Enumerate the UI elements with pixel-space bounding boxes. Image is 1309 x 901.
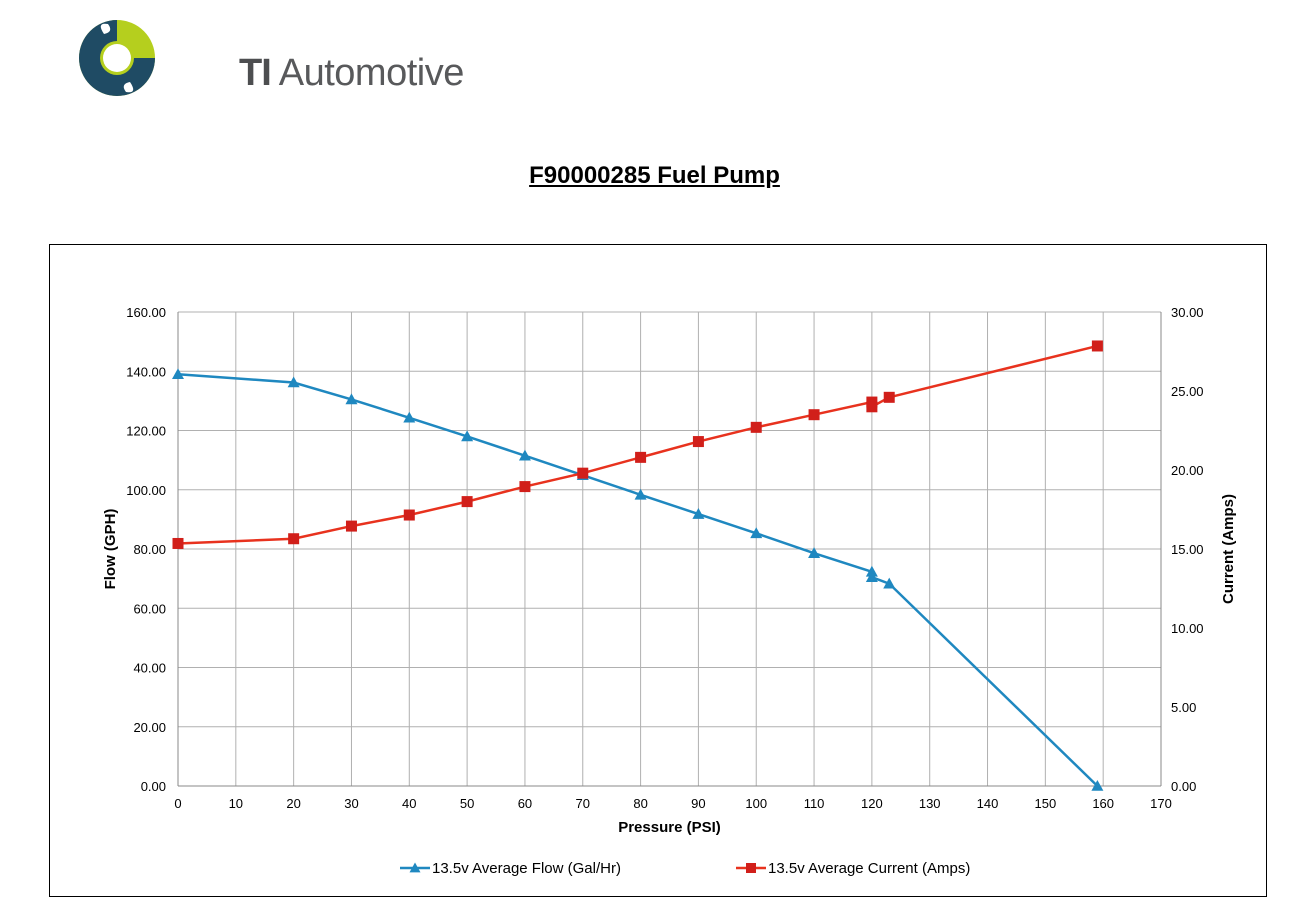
x-tick-label: 130 <box>919 796 941 811</box>
current-point <box>1091 340 1103 352</box>
current-line <box>177 344 1098 545</box>
flow-point <box>345 393 358 405</box>
y2-tick-label: 5.00 <box>1171 700 1196 715</box>
chart-frame: 0 10 20 30 40 50 60 70 80 90 100 110 120 130 140 150 160… <box>49 244 1267 897</box>
current-point <box>519 481 531 493</box>
flow-point <box>750 527 763 539</box>
flow-series <box>172 368 1104 791</box>
current-point <box>345 520 357 532</box>
current-point <box>635 451 647 463</box>
current-point <box>403 509 415 521</box>
legend-flow-label: 13.5v Average Flow (Gal/Hr) <box>432 860 621 877</box>
x-tick-label: 40 <box>402 796 416 811</box>
x-tick-label: 20 <box>286 796 300 811</box>
x-tick-label: 60 <box>518 796 532 811</box>
current-point <box>288 533 300 545</box>
y2-axis-title: Current (Amps) <box>1220 494 1237 604</box>
flow-point <box>461 430 474 442</box>
x-tick-label: 170 <box>1150 796 1172 811</box>
y-tick-label: 140.00 <box>126 364 166 379</box>
x-tick-label: 80 <box>633 796 647 811</box>
legend: 13.5v Average Flow (Gal/Hr) 13.5v Average… <box>400 860 970 877</box>
y-tick-label: 80.00 <box>133 542 166 557</box>
y2-tick-label: 30.00 <box>1171 305 1204 320</box>
y-tick-label: 160.00 <box>126 305 166 320</box>
flow-line <box>177 372 1099 787</box>
data-series <box>172 340 1104 791</box>
x-tick-label: 70 <box>576 796 590 811</box>
current-point <box>577 467 589 479</box>
x-tick-label: 90 <box>691 796 705 811</box>
y-tick-label: 20.00 <box>133 720 166 735</box>
y2-tick-label: 15.00 <box>1171 542 1204 557</box>
logo-brand-mark: TI <box>239 52 272 94</box>
y-tick-label: 60.00 <box>133 601 166 616</box>
y-tick-label: 120.00 <box>126 424 166 439</box>
current-point <box>692 436 704 448</box>
flow-point <box>287 376 300 388</box>
x-tick-label: 150 <box>1035 796 1057 811</box>
flow-point <box>172 368 184 380</box>
current-point <box>883 391 895 403</box>
logo-brand-name: Automotive <box>278 52 465 94</box>
axes: 0 10 20 30 40 50 60 70 80 90 100 110 120 130 140 150 160… <box>126 305 1203 811</box>
x-tick-label: 160 <box>1092 796 1114 811</box>
legend-flow-marker <box>409 862 421 873</box>
x-tick-label: 50 <box>460 796 474 811</box>
x-tick-label: 0 <box>174 796 181 811</box>
y2-tick-label: 10.00 <box>1171 621 1204 636</box>
x-tick-label: 110 <box>804 796 825 811</box>
y-tick-label: 0.00 <box>141 779 166 794</box>
flow-point <box>808 547 821 558</box>
flow-point <box>518 449 531 461</box>
x-axis-title: Pressure (PSI) <box>618 819 721 836</box>
logo-wordmark: TI Automotive <box>239 52 464 95</box>
grid-lines <box>177 311 1162 787</box>
fuel-pump-chart: 0 10 20 30 40 50 60 70 80 90 100 110 120 130 140 150 160… <box>102 305 1237 877</box>
ti-automotive-logo: TI Automotive <box>74 18 464 98</box>
x-tick-label: 120 <box>861 796 883 811</box>
y-axis-title: Flow (GPH) <box>102 509 119 590</box>
y2-tick-label: 20.00 <box>1171 463 1204 478</box>
legend-current-label: 13.5v Average Current (Amps) <box>768 860 970 877</box>
x-tick-label: 30 <box>344 796 358 811</box>
current-series <box>172 340 1103 549</box>
y2-tick-label: 25.00 <box>1171 384 1204 399</box>
y2-tick-label: 0.00 <box>1171 779 1196 794</box>
current-point <box>750 421 762 433</box>
x-tick-label: 100 <box>745 796 767 811</box>
flow-point <box>1091 780 1104 791</box>
flow-point <box>883 577 896 589</box>
logo-emblem-icon <box>79 20 155 96</box>
x-tick-label: 10 <box>229 796 243 811</box>
y-tick-label: 40.00 <box>133 661 166 676</box>
y-tick-label: 100.00 <box>126 483 166 498</box>
flow-point <box>692 508 705 519</box>
page-title: F90000285 Fuel Pump <box>529 162 780 189</box>
flow-point <box>634 488 647 500</box>
current-point <box>808 409 820 421</box>
flow-point <box>403 411 416 423</box>
current-point <box>461 496 473 508</box>
current-point <box>172 537 184 549</box>
legend-current-marker <box>746 863 756 873</box>
x-tick-label: 140 <box>977 796 999 811</box>
flow-point <box>865 571 878 582</box>
current-point <box>866 401 878 413</box>
